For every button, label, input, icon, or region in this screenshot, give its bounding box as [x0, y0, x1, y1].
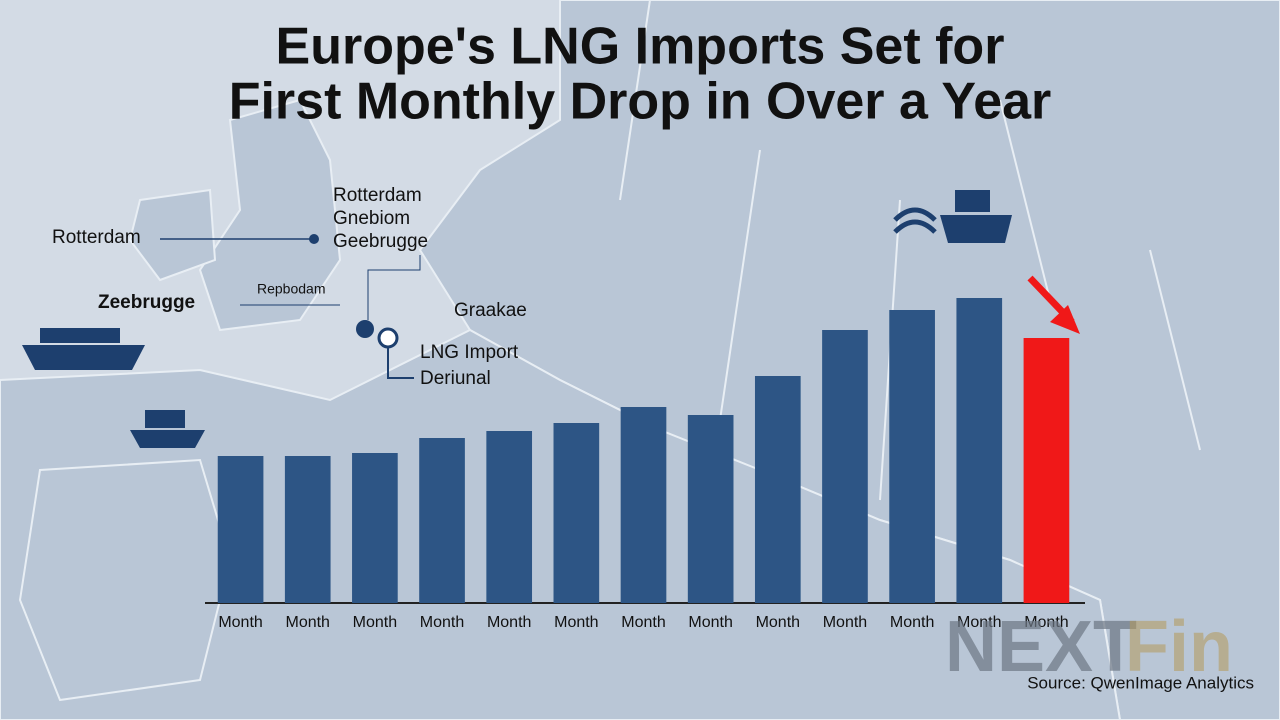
marker: [309, 234, 319, 244]
x-tick-label: Month: [756, 614, 800, 631]
annotation: Graakae: [454, 300, 527, 321]
x-tick-label: Month: [218, 614, 262, 631]
annotation: Gnebiom: [333, 208, 410, 229]
bar: [284, 456, 331, 603]
annotation: Rotterdam: [52, 227, 141, 248]
annotation: Deriunal: [420, 368, 491, 389]
x-tick-label: Month: [957, 614, 1001, 631]
x-tick-label: Month: [285, 614, 329, 631]
bar: [889, 310, 935, 603]
bar: [1023, 338, 1070, 603]
bar: [956, 298, 1003, 603]
chart-title: First Monthly Drop in Over a Year: [229, 73, 1052, 131]
x-tick-label: Month: [688, 614, 732, 631]
annotation: LNG Import: [420, 342, 519, 363]
annotation: Zeebrugge: [98, 292, 195, 313]
bar: [419, 438, 465, 603]
marker: [356, 320, 374, 338]
x-tick-label: Month: [621, 614, 665, 631]
x-tick-label: Month: [353, 614, 397, 631]
x-tick-label: Month: [487, 614, 531, 631]
bar: [620, 407, 667, 603]
marker: [377, 327, 399, 349]
bar: [754, 376, 801, 603]
bar: [687, 415, 734, 603]
annotation: Geebrugge: [333, 231, 428, 252]
leader-line: [367, 255, 421, 320]
leader-line: [387, 347, 414, 379]
watermark: NEXT: [945, 607, 1137, 687]
arrow: [1050, 305, 1080, 334]
x-tick-label: Month: [420, 614, 464, 631]
x-tick-label: Month: [554, 614, 598, 631]
bar: [217, 456, 264, 603]
bar: [553, 423, 600, 603]
x-tick-label: Month: [1024, 614, 1068, 631]
source: Source: QwenImage Analytics: [1027, 673, 1254, 692]
ship-icon: [22, 190, 1012, 448]
x-tick-label: Month: [890, 614, 934, 631]
bar: [822, 330, 868, 603]
annotation: Rotterdam: [333, 185, 422, 206]
bar: [352, 453, 398, 603]
bar: [486, 431, 533, 603]
chart-title: Europe's LNG Imports Set for: [276, 18, 1005, 76]
watermark: Fin: [1125, 607, 1233, 687]
x-tick-label: Month: [823, 614, 867, 631]
annotation: Repbodam: [257, 281, 326, 297]
